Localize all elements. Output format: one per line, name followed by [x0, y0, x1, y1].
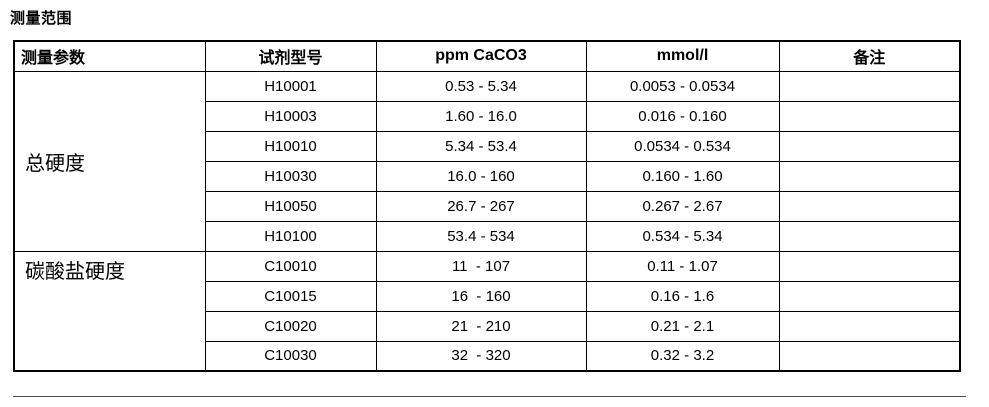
mmol-cell: 0.534 - 5.34	[585, 220, 780, 252]
model-cell: C10015	[204, 280, 377, 312]
remark-cell	[778, 190, 961, 222]
model-cell: H10010	[204, 130, 377, 162]
ppm-cell: 16 - 160	[375, 280, 587, 312]
header-remark: 备注	[778, 40, 961, 72]
ppm-cell: 26.7 - 267	[375, 190, 587, 222]
table-row: H10100 53.4 - 534 0.534 - 5.34	[14, 220, 961, 252]
ppm-cell: 21 - 210	[375, 310, 587, 342]
table-row: 碳酸盐硬度 C10010 11 - 107 0.11 - 1.07	[13, 250, 961, 372]
remark-cell	[778, 250, 961, 282]
model-cell: H10001	[204, 70, 377, 102]
remark-cell	[778, 160, 961, 192]
header-mmol: mmol/l	[585, 40, 780, 72]
header-ppm-caco3: ppm CaCO3	[375, 40, 587, 72]
table-row: C10030 32 - 320 0.32 - 3.2	[14, 340, 961, 372]
table-row: H10050 26.7 - 267 0.267 - 2.67	[14, 190, 961, 222]
page-footer-rule	[13, 396, 966, 397]
header-parameter: 测量参数	[13, 40, 206, 72]
remark-cell	[778, 280, 961, 312]
mmol-cell: 0.21 - 2.1	[585, 310, 780, 342]
mmol-cell: 0.11 - 1.07	[585, 250, 780, 282]
table-row: H10010 5.34 - 53.4 0.0534 - 0.534	[14, 130, 961, 162]
model-cell: C10010	[204, 250, 377, 282]
model-cell: H10003	[204, 100, 377, 132]
mmol-cell: 0.267 - 2.67	[585, 190, 780, 222]
mmol-cell: 0.16 - 1.6	[585, 280, 780, 312]
ppm-cell: 5.34 - 53.4	[375, 130, 587, 162]
ppm-cell: 16.0 - 160	[375, 160, 587, 192]
remark-cell	[778, 100, 961, 132]
table-row: 总硬度 H10001 0.53 - 5.34 0.0053 - 0.0534	[13, 70, 961, 252]
ppm-cell: 11 - 107	[375, 250, 587, 282]
table-row: C10020 21 - 210 0.21 - 2.1	[14, 310, 961, 342]
table-row: H10030 16.0 - 160 0.160 - 1.60	[14, 160, 961, 192]
mmol-cell: 0.0534 - 0.534	[585, 130, 780, 162]
model-cell: H10100	[204, 220, 377, 252]
mmol-cell: 0.32 - 3.2	[585, 340, 780, 372]
mmol-cell: 0.016 - 0.160	[585, 100, 780, 132]
remark-cell	[778, 220, 961, 252]
mmol-cell: 0.0053 - 0.0534	[585, 70, 780, 102]
model-cell: C10030	[204, 340, 377, 372]
model-cell: H10050	[204, 190, 377, 222]
table-header-row: 测量参数 试剂型号 ppm CaCO3 mmol/l 备注	[13, 40, 961, 72]
parameter-cell-total-hardness: 总硬度	[13, 70, 206, 252]
ppm-cell: 0.53 - 5.34	[375, 70, 587, 102]
mmol-cell: 0.160 - 1.60	[585, 160, 780, 192]
ppm-cell: 1.60 - 16.0	[375, 100, 587, 132]
remark-cell	[778, 340, 961, 372]
model-cell: C10020	[204, 310, 377, 342]
parameter-cell-carbonate-hardness: 碳酸盐硬度	[13, 250, 206, 372]
ppm-cell: 53.4 - 534	[375, 220, 587, 252]
remark-cell	[778, 70, 961, 102]
page-title: 测量范围	[10, 10, 73, 27]
header-reagent-model: 试剂型号	[204, 40, 377, 72]
remark-cell	[778, 310, 961, 342]
measurement-range-table: 测量参数 试剂型号 ppm CaCO3 mmol/l 备注 总硬度 H10001…	[13, 40, 961, 372]
ppm-cell: 32 - 320	[375, 340, 587, 372]
model-cell: H10030	[204, 160, 377, 192]
remark-cell	[778, 130, 961, 162]
